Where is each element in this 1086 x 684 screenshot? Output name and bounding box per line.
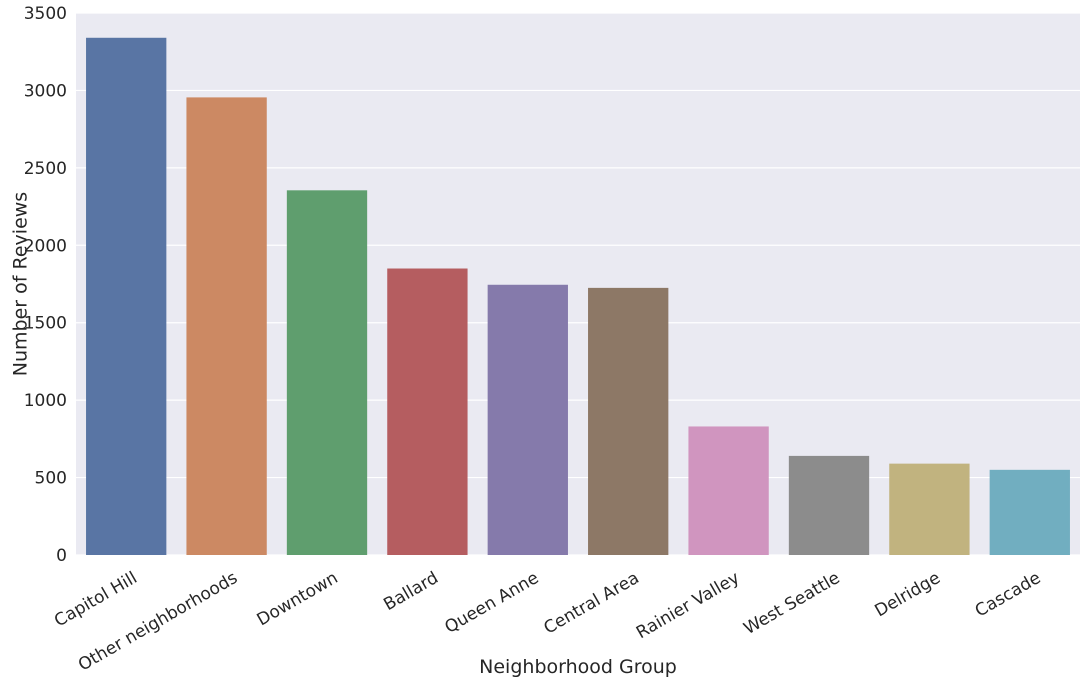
bar-capitol-hill bbox=[86, 37, 167, 555]
bar-other-neighborhoods bbox=[186, 97, 267, 555]
bar-west-seattle bbox=[788, 455, 870, 555]
y-tick-label: 2000 bbox=[24, 236, 67, 256]
x-tick-label: Rainier Valley bbox=[633, 568, 743, 643]
x-tick-label: Cascade bbox=[972, 568, 1045, 621]
y-tick-labels: 0 500 1000 1500 2000 2500 3000 3500 bbox=[24, 4, 67, 566]
y-tick-label: 1000 bbox=[24, 391, 67, 411]
bar-ballard bbox=[387, 268, 468, 555]
bar-delridge bbox=[889, 463, 970, 555]
x-axis-title: Neighborhood Group bbox=[479, 656, 677, 678]
y-tick-label: 2500 bbox=[24, 159, 67, 179]
x-tick-label: Central Area bbox=[541, 568, 643, 639]
bar-queen-anne bbox=[487, 284, 568, 555]
y-axis-title: Number of Reviews bbox=[10, 192, 32, 376]
bar-cascade bbox=[989, 469, 1070, 555]
y-tick-label: 500 bbox=[35, 469, 67, 489]
x-tick-label: West Seattle bbox=[740, 568, 843, 639]
x-tick-label: Queen Anne bbox=[441, 568, 542, 638]
y-tick-label: 0 bbox=[56, 546, 67, 566]
y-tick-label: 3500 bbox=[24, 4, 67, 24]
x-tick-label: Downtown bbox=[254, 568, 342, 630]
bar-rainier-valley bbox=[688, 426, 769, 555]
x-tick-label: Ballard bbox=[380, 568, 441, 615]
y-tick-label: 3000 bbox=[24, 81, 67, 101]
bars bbox=[86, 37, 1070, 555]
bar-downtown bbox=[286, 190, 368, 555]
bar-central-area bbox=[588, 287, 669, 555]
y-tick-label: 1500 bbox=[24, 314, 67, 334]
x-tick-label: Other neighborhoods bbox=[75, 568, 241, 676]
x-tick-label: Capitol Hill bbox=[51, 568, 141, 631]
x-tick-label: Delridge bbox=[872, 568, 944, 621]
